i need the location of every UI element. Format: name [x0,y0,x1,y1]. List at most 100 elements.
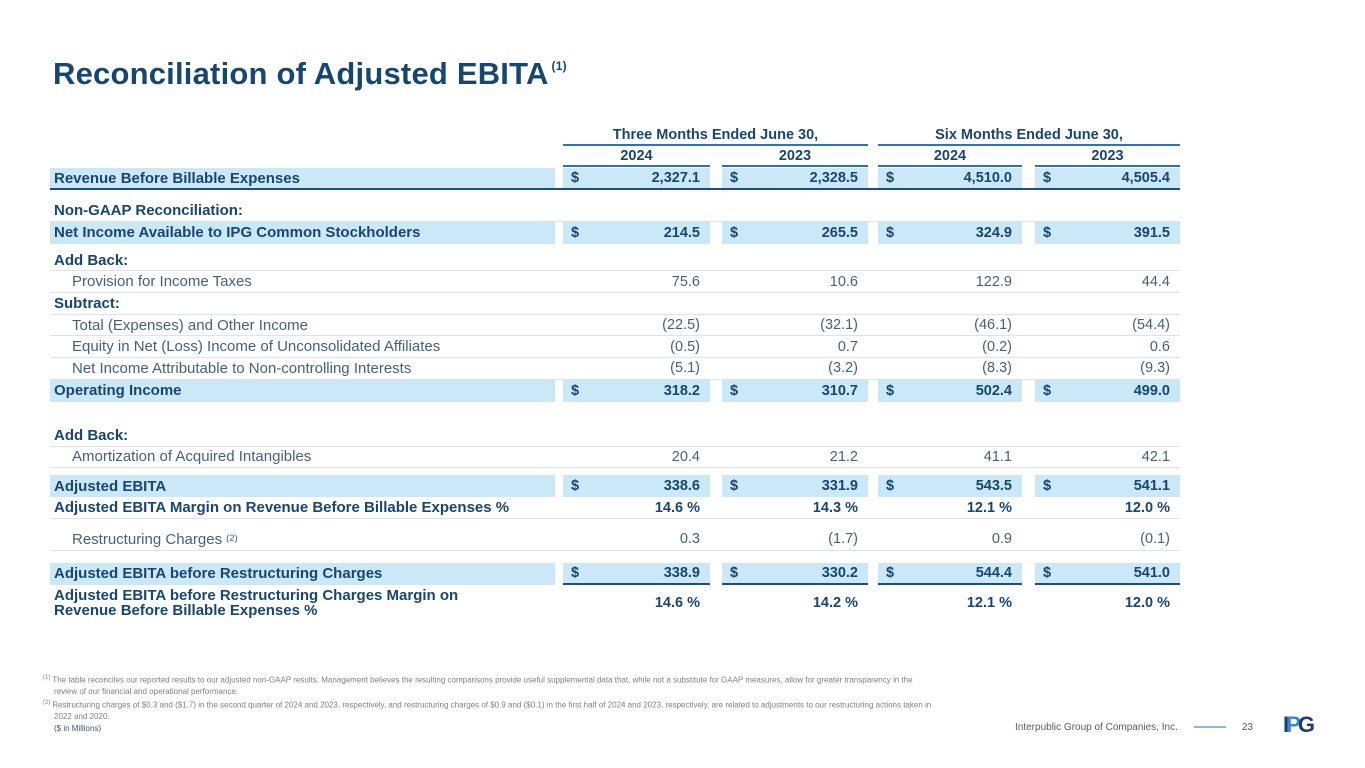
value-cell: $338.6 [563,475,710,498]
title-footnote-ref: (1) [551,59,567,73]
cell-value: 391.5 [1133,224,1170,241]
cell-value: 14.6 % [654,499,700,516]
column-group-three-months: Three Months Ended June 30, [563,125,868,146]
value-cell: 0.9 [878,529,1022,550]
value-cell: (9.3) [1035,358,1180,379]
table-row: Operating Income $318.2 $310.7 $502.4 $499.0 [50,379,1180,402]
value-cell: 44.4 [1035,271,1180,292]
row-spacer [50,519,1180,529]
table-row: Restructuring Charges (2) 0.3 (1.7) 0.9 (0.1) [50,529,1180,551]
currency-symbol: $ [571,382,580,399]
value-cell: $310.7 [722,379,868,402]
cell-value: 544.4 [975,564,1012,581]
value-cell: 21.2 [722,447,868,468]
cell-value: 4,510.0 [963,170,1012,186]
ipg-logo: IPG [1283,712,1315,738]
cell-value: 44.4 [1141,273,1170,290]
cell-value: 14.3 % [812,499,858,516]
reconciliation-table: Three Months Ended June 30, Six Months E… [50,125,1180,622]
value-cell: $330.2 [722,562,868,585]
value-cell: $2,327.1 [563,168,710,188]
currency-symbol: $ [1043,564,1052,581]
cell-value: (0.1) [1140,531,1170,548]
cell-value: 2,327.1 [651,170,700,186]
value-cell: (0.1) [1035,529,1180,550]
currency-symbol: $ [730,564,739,581]
currency-symbol: $ [730,478,739,495]
table-row: Adjusted EBITA $338.6 $331.9 $543.5 $541.1 [50,475,1180,498]
value-cell: $544.4 [878,562,1022,585]
row-spacer [50,402,1180,425]
currency-symbol: $ [886,564,895,581]
row-label-text: Amortization of Acquired Intangibles [72,448,312,466]
cell-value: 75.6 [671,273,700,290]
value-cell: 75.6 [563,271,710,292]
cell-value: (22.5) [662,317,700,334]
cell-value: 338.9 [663,564,700,581]
footnote-text: The table reconciles our reported result… [52,675,913,697]
table-row: Adjusted EBITA before Restructuring Char… [50,562,1180,585]
page-title-text: Reconciliation of Adjusted EBITA [53,56,549,91]
value-cell: (22.5) [563,315,710,336]
row-label: Net Income Available to IPG Common Stock… [50,221,555,244]
year-header-row: 2024 2023 2024 2023 [50,146,1180,167]
row-label-text: Equity in Net (Loss) Income of Unconsoli… [72,338,441,356]
cell-value: 502.4 [975,382,1012,399]
table-row: Amortization of Acquired Intangibles 20.4… [50,447,1180,469]
row-label-text: Operating Income [54,382,182,400]
cell-value: 265.5 [821,224,858,241]
value-cell: 0.3 [563,529,710,550]
currency-symbol: $ [886,478,895,495]
value-cell: 12.1 % [878,585,1022,622]
value-cell: $541.1 [1035,475,1180,498]
value-cell: 0.7 [722,336,868,357]
currency-symbol: $ [571,224,580,241]
row-label-text: Adjusted EBITA before Restructuring Char… [54,565,383,583]
row-label-text: Non-GAAP Reconciliation: [54,201,243,219]
header-spacer [50,146,555,167]
table-row: Net Income Available to IPG Common Stock… [50,221,1180,244]
value-cell: 12.0 % [1035,585,1180,622]
column-group-six-months: Six Months Ended June 30, [878,125,1180,146]
currency-symbol: $ [1043,478,1052,495]
footnote-ref: (2) [226,532,238,544]
currency-symbol: $ [730,224,739,241]
value-cell: (46.1) [878,315,1022,336]
row-label-text: Provision for Income Taxes [72,273,252,291]
cell-value: 42.1 [1141,448,1170,465]
row-label: Equity in Net (Loss) Income of Unconsoli… [50,336,555,357]
value-cell: $324.9 [878,221,1022,244]
value-cell: (5.1) [563,358,710,379]
value-cell: (8.3) [878,358,1022,379]
row-label: Revenue Before Billable Expenses [50,168,555,188]
row-label-text: Adjusted EBITA before Restructuring Char… [54,586,459,620]
row-spacer [50,468,1180,475]
value-cell: 14.6 % [563,585,710,622]
value-cell: 122.9 [878,271,1022,292]
footnote-marker: (1) [43,675,51,681]
table-row: Total (Expenses) and Other Income (22.5) (… [50,315,1180,337]
cell-value: 338.6 [663,478,700,495]
value-cell: $4,505.4 [1035,168,1180,188]
value-cell: (0.5) [563,336,710,357]
cell-value: 541.1 [1133,478,1170,495]
value-cell: $391.5 [1035,221,1180,244]
value-cell: (32.1) [722,315,868,336]
table-body: Revenue Before Billable Expenses $2,327.1… [50,168,1180,622]
row-label: Adjusted EBITA [50,475,555,498]
row-label: Non-GAAP Reconciliation: [50,200,555,221]
table-row: Add Back: [50,250,1180,272]
table-row: Revenue Before Billable Expenses $2,327.1… [50,168,1180,190]
footnotes: (1) The table reconciles our reported res… [43,673,936,734]
value-cell: 12.1 % [878,497,1022,518]
row-label: Net Income Attributable to Non-controlli… [50,358,555,379]
year-header: 2023 [1035,146,1180,167]
currency-symbol: $ [571,478,580,495]
value-cell: $543.5 [878,475,1022,498]
page-number: 23 [1241,721,1253,733]
footnote-2: (2) Restructuring charges of $0.3 and ($1… [43,698,936,723]
row-label: Add Back: [50,425,555,446]
logo-letter-p: P [1286,712,1301,737]
row-label: Restructuring Charges (2) [50,529,555,550]
cell-value: 20.4 [671,448,700,465]
